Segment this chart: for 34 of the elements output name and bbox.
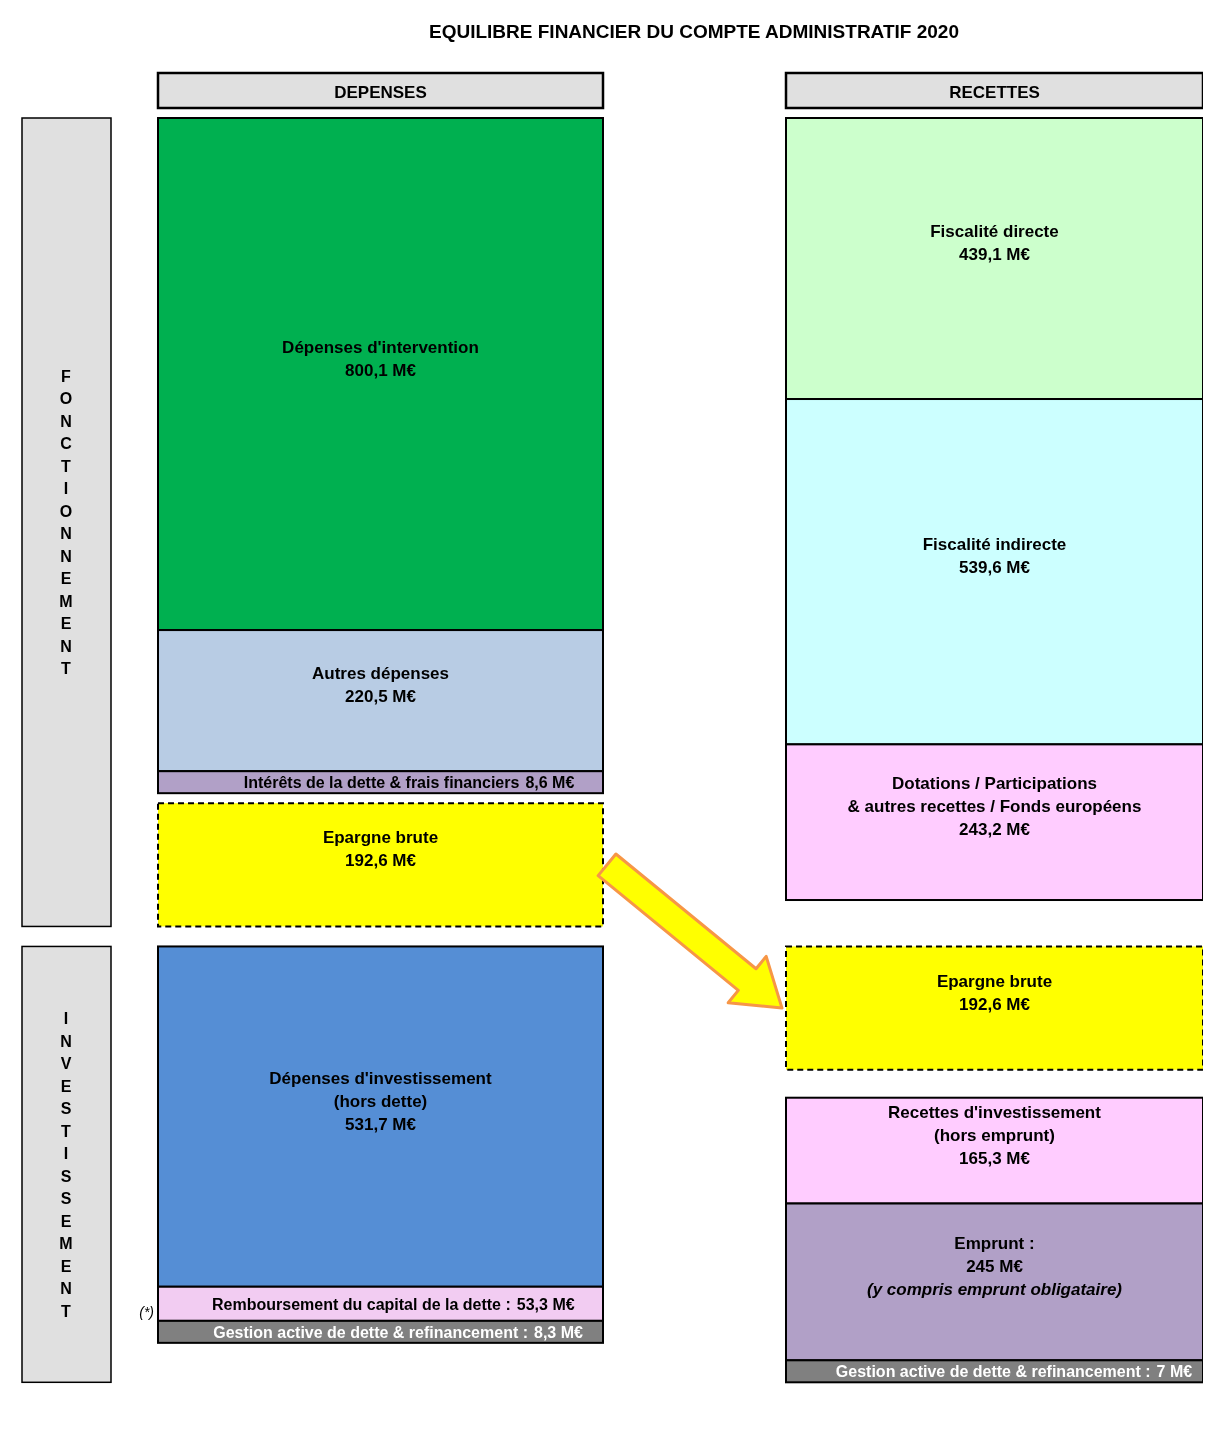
data-label: 245 M€ (y compris emprunt obligataire) [866, 1256, 1123, 1299]
text: (*) [139, 1303, 154, 1320]
series-label: Intérêts de la dette & frais financiers [243, 774, 520, 792]
series-label: Dotations / Participations & autres recettes / Fonds européens [847, 774, 1142, 817]
data-label: 7 M€ [1156, 1363, 1193, 1381]
data-label: 8,6 M€ [525, 774, 575, 792]
data-label: 8,3 M€ [534, 1323, 584, 1341]
data-label: 243,2 M€ [959, 820, 1031, 840]
series-label: Gestion active de dette & refinancement : [835, 1363, 1151, 1381]
series-label: Emprunt : [954, 1233, 1035, 1253]
data-label: 531,7 M€ [345, 1114, 417, 1134]
series-label: Dépenses d'intervention [282, 337, 479, 357]
data-label: 165,3 M€ [959, 1148, 1031, 1168]
series-label: Epargne brute [936, 971, 1053, 991]
data-label: 539,6 M€ [959, 558, 1031, 578]
series-label: Epargne brute [322, 828, 439, 848]
category-label: RECETTES [949, 83, 1040, 102]
series-label: Recettes d'investissement (hors emprunt) [888, 1102, 1102, 1145]
series-label: Autres dépenses [312, 664, 449, 684]
series-label: Remboursement du capital de la dette : [212, 1295, 511, 1313]
series-label: Dépenses d'investissement (hors dette) [269, 1068, 492, 1111]
text: EQUILIBRE FINANCIER DU COMPTE ADMINISTRATIF 2020 [429, 21, 959, 42]
series-label: Gestion active de dette & refinancement : [213, 1323, 528, 1341]
data-label: 439,1 M€ [959, 245, 1031, 265]
data-label: 800,1 M€ [345, 360, 417, 380]
category-label: DEPENSES [334, 83, 427, 102]
text: FONCTIONNEMENT [59, 367, 73, 678]
series-label: Fiscalité indirecte [922, 535, 1067, 555]
data-label: 220,5 M€ [345, 687, 417, 707]
series-label: Fiscalité directe [930, 222, 1059, 242]
text: INVESTISSEMENT [59, 1010, 73, 1320]
data-label: 192,6 M€ [959, 994, 1031, 1014]
data-label: 192,6 M€ [345, 851, 417, 871]
data-label: 53,3 M€ [516, 1295, 575, 1313]
